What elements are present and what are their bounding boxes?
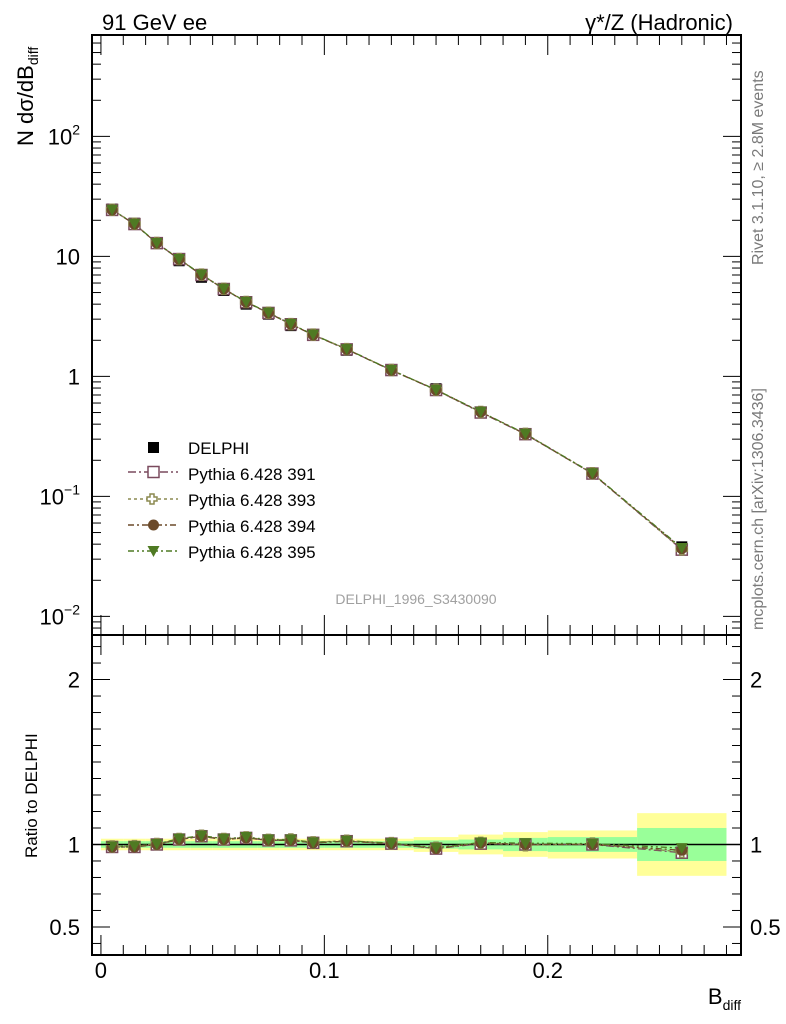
x-tick-label: 0.1: [309, 958, 340, 983]
header-left: 91 GeV ee: [102, 10, 207, 35]
ratio-point-395: [307, 837, 320, 849]
top-y-tick-label-base: 10: [40, 484, 64, 509]
top-y-tick-label-base: 1: [68, 364, 80, 389]
mc-point-395: [106, 204, 119, 216]
xlabel-main: B: [708, 984, 723, 1009]
rivet-label: Rivet 3.1.10, ≥ 2.8M events: [750, 70, 767, 265]
legend-label-395: Pythia 6.428 395: [188, 543, 316, 562]
ratio-point-395: [128, 841, 141, 853]
legend-label-391: Pythia 6.428 391: [188, 465, 316, 484]
legend-item-391: Pythia 6.428 391: [128, 465, 316, 484]
x-tick-label: 0.2: [532, 958, 563, 983]
bottom-y-tick-label-right: 1: [750, 832, 762, 857]
top-y-tick-label-exp: −1: [64, 481, 80, 497]
mc-point-395: [430, 384, 443, 396]
legend-item-delphi: DELPHI: [148, 439, 249, 458]
ratio-point-395: [474, 837, 487, 849]
ratio-series: [105, 829, 689, 859]
mc-point-395: [675, 542, 688, 554]
top-y-tick-label-exp: 2: [72, 121, 80, 137]
mcplots-label: mcplots.cern.ch [arXiv:1306.3436]: [750, 388, 767, 630]
top-y-tick-label-base: 10: [56, 244, 80, 269]
legend-marker-393: [146, 493, 158, 505]
top-ylabel-main: N dσ/dB: [13, 65, 38, 146]
mc-point-395: [128, 218, 141, 230]
ratio-point-395: [675, 843, 688, 855]
top-y-tick-label: 102: [48, 121, 80, 149]
ratio-bands: [92, 813, 741, 876]
mc-point-395: [586, 468, 599, 480]
bottom-y-tick-label: 0.5: [49, 915, 80, 940]
ratio-point-395: [195, 830, 208, 842]
bottom-y-tick-label-right: 2: [750, 668, 762, 693]
main-series: [105, 203, 689, 556]
mc-point-395: [195, 269, 208, 281]
bottom-y-tick-label: 1: [68, 832, 80, 857]
ratio-point-395: [240, 832, 253, 844]
top-y-tick-label: 1: [68, 364, 80, 389]
mc-point-395: [284, 318, 297, 330]
bottom-frame: [91, 634, 742, 956]
top-y-tick-label-base: 10: [40, 604, 64, 629]
ratio-point-395: [340, 835, 353, 847]
top-y-tick-label-exp: −2: [64, 601, 80, 617]
x-axis: 0 0.1 0.2: [95, 35, 727, 983]
legend-label-393: Pythia 6.428 393: [188, 491, 316, 510]
ratio-point-395: [150, 838, 163, 850]
mc-point-395: [217, 283, 230, 295]
legend-marker-394: [148, 519, 159, 531]
mc-point-395: [173, 253, 186, 265]
mc-point-395: [340, 344, 353, 356]
header-right: γ*/Z (Hadronic): [585, 10, 733, 35]
ratio-point-395: [173, 833, 186, 845]
top-y-tick-label: 10−2: [40, 601, 81, 629]
legend-item-394: Pythia 6.428 394: [128, 517, 316, 536]
x-tick-label: 0: [95, 958, 107, 983]
legend-label-394: Pythia 6.428 394: [188, 517, 316, 536]
mc-point-395: [519, 428, 532, 440]
top-ylabel-sub: diff: [25, 47, 41, 66]
bottom-y-tick-label-right: 0.5: [750, 915, 781, 940]
xlabel-sub: diff: [723, 997, 742, 1013]
analysis-watermark: DELPHI_1996_S3430090: [335, 591, 496, 607]
legend-marker-395: [147, 546, 160, 557]
legend-marker-delphi: [148, 442, 159, 453]
top-y-tick-label: 10−1: [40, 481, 81, 509]
top-y-tick-label: 10: [56, 244, 80, 269]
mc-point-395: [474, 406, 487, 418]
mc-point-395: [150, 237, 163, 249]
legend-item-395: Pythia 6.428 395: [128, 543, 316, 562]
legend-label-delphi: DELPHI: [188, 439, 249, 458]
ratio-point-395: [284, 834, 297, 846]
legend-item-393: Pythia 6.428 393: [128, 491, 316, 510]
xlabel: Bdiff: [708, 984, 741, 1013]
bottom-ylabel: Ratio to DELPHI: [22, 733, 41, 858]
mc-point-395: [307, 329, 320, 341]
ratio-point-395: [519, 838, 532, 850]
ratio-point-395: [385, 838, 398, 850]
ratio-point-395: [586, 838, 599, 850]
bottom-y-axis: 0.5 0.5 1 1 2 2: [49, 646, 781, 944]
top-y-tick-label-base: 10: [48, 124, 72, 149]
mc-point-395: [385, 365, 398, 377]
ratio-point-395: [262, 834, 275, 846]
legend: DELPHI Pythia 6.428 391 Pythia 6.428 393…: [128, 439, 316, 562]
mc-point-395: [240, 296, 253, 308]
mc-point-395: [262, 307, 275, 319]
legend-marker-391: [147, 465, 160, 479]
ratio-line-394: [112, 835, 682, 851]
ratio-point-395: [430, 842, 443, 854]
ratio-point-395: [217, 833, 230, 845]
top-ylabel: N dσ/dBdiff: [13, 47, 41, 146]
bottom-y-tick-label: 2: [68, 668, 80, 693]
